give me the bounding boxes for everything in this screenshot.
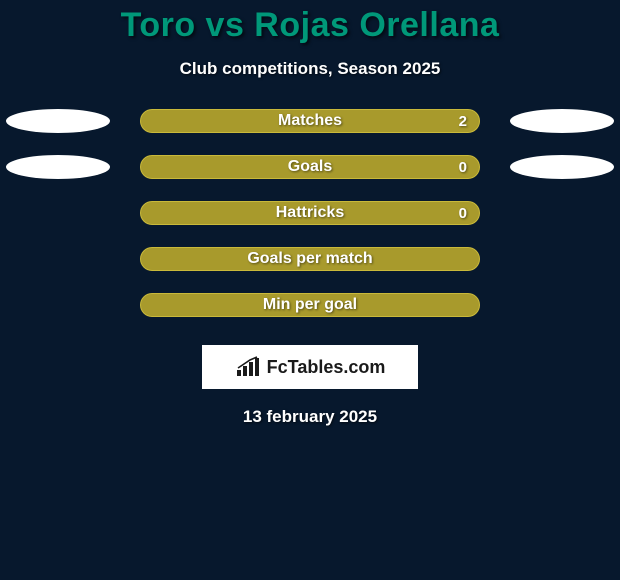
stat-row: Goals per match: [0, 247, 620, 271]
stat-bar: Hattricks 0: [140, 201, 480, 225]
left-player-ellipse: [6, 155, 110, 179]
left-player-ellipse: [6, 109, 110, 133]
stat-label: Matches: [278, 112, 342, 130]
stat-bar: Goals per match: [140, 247, 480, 271]
stat-bar: Min per goal: [140, 293, 480, 317]
logo-text-fc: Fc: [267, 357, 288, 377]
stat-label: Goals per match: [247, 250, 372, 268]
stat-row: Goals 0: [0, 155, 620, 179]
stat-row: Min per goal: [0, 293, 620, 317]
stat-value: 2: [459, 113, 467, 130]
stat-label: Min per goal: [263, 296, 357, 314]
stat-value: 0: [459, 205, 467, 222]
stat-label: Goals: [288, 158, 332, 176]
stat-row: Matches 2: [0, 109, 620, 133]
right-player-ellipse: [510, 109, 614, 133]
logo-text-rest: Tables.com: [288, 357, 386, 377]
stat-value: 0: [459, 159, 467, 176]
attribution-logo: FcTables.com: [202, 345, 418, 389]
stat-label: Hattricks: [276, 204, 344, 222]
stats-rows: Matches 2 Goals 0 Hattricks 0 Goals per match M…: [0, 109, 620, 317]
bar-chart-icon: [235, 356, 261, 378]
date-text: 13 february 2025: [0, 407, 620, 427]
subtitle: Club competitions, Season 2025: [0, 59, 620, 79]
comparison-infographic: Toro vs Rojas Orellana Club competitions…: [0, 0, 620, 580]
stat-row: Hattricks 0: [0, 201, 620, 225]
right-player-ellipse: [510, 155, 614, 179]
stat-bar: Matches 2: [140, 109, 480, 133]
stat-bar: Goals 0: [140, 155, 480, 179]
logo-text: FcTables.com: [267, 357, 386, 378]
page-title: Toro vs Rojas Orellana: [0, 0, 620, 45]
